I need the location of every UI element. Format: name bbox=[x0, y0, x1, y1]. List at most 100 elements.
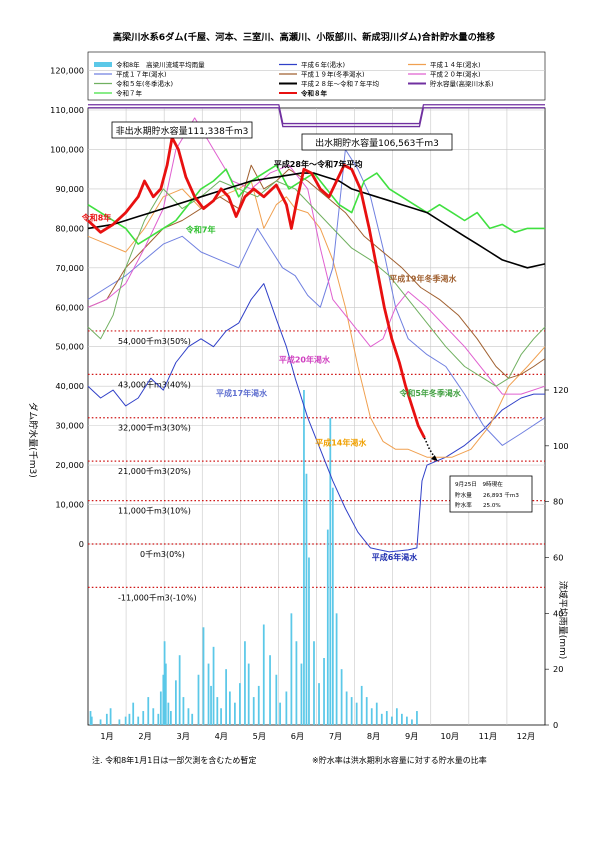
rain-bar bbox=[244, 641, 246, 725]
rain-bar bbox=[178, 655, 181, 725]
rain-bar bbox=[147, 697, 150, 725]
series-label: 令和8年 bbox=[81, 212, 112, 222]
y2-tick-label: 20 bbox=[553, 664, 563, 674]
rain-bar bbox=[142, 711, 145, 725]
rain-bar bbox=[228, 691, 231, 725]
legend-label: 令和５年(冬季渇水) bbox=[116, 79, 173, 88]
reference-lines: 54,000千m3(50%) 43,000千m3(40%) 32,000千m3(30… bbox=[88, 330, 545, 602]
projection-line bbox=[423, 437, 437, 460]
month-label: 12月 bbox=[517, 731, 536, 741]
legend-label: 平成２０年(渇水) bbox=[430, 70, 481, 79]
rain-bar bbox=[308, 557, 310, 725]
series-line bbox=[87, 283, 545, 553]
series-label: 令和5年冬季渇水 bbox=[398, 388, 462, 398]
rain-bar bbox=[99, 719, 102, 725]
series-line bbox=[87, 117, 546, 395]
chart-title: 高梁川水系6ダム(千屋、河本、三室川、高瀬川、小阪部川、新成羽川ダム)合計貯水量… bbox=[113, 31, 496, 43]
y-tick-label: 70,000 bbox=[55, 263, 84, 273]
y-tick-label: 40,000 bbox=[55, 381, 84, 391]
projection-arrow bbox=[430, 455, 438, 462]
rain-bar bbox=[90, 716, 93, 725]
ref-line-label: 11,000千m3(10%) bbox=[118, 506, 191, 516]
rain-bar bbox=[162, 674, 165, 725]
month-label: 1月 bbox=[100, 731, 113, 741]
y2-tick-label: 100 bbox=[553, 441, 569, 451]
y-tick-label: 100,000 bbox=[50, 144, 84, 154]
rain-bar bbox=[202, 627, 205, 725]
y2-tick-label: 120 bbox=[553, 385, 569, 395]
y-tick-label: 120,000 bbox=[50, 66, 84, 76]
series-label: 平成20年渇水 bbox=[279, 355, 331, 365]
rain-bar bbox=[375, 702, 378, 725]
legend-label: 平成１７年(渇水) bbox=[116, 70, 167, 79]
rain-bar bbox=[128, 713, 131, 725]
ref-line-label: 21,000千m3(20%) bbox=[118, 466, 191, 476]
rain-bar bbox=[345, 691, 348, 725]
month-label: 8月 bbox=[367, 731, 380, 741]
rain-bar bbox=[331, 487, 334, 725]
rain-bar bbox=[395, 708, 398, 725]
legend-label: 平成１９年(冬季渇水) bbox=[301, 70, 365, 79]
month-label: 7月 bbox=[329, 731, 342, 741]
y-tick-label: 90,000 bbox=[55, 184, 84, 194]
rain-bar bbox=[159, 691, 162, 725]
rain-bar bbox=[239, 683, 241, 725]
month-label: 10月 bbox=[440, 731, 459, 741]
y-tick-label: 80,000 bbox=[55, 223, 84, 233]
rain-bar bbox=[197, 674, 200, 725]
month-label: 6月 bbox=[291, 731, 304, 741]
y2-tick-label: 80 bbox=[553, 497, 563, 507]
rain-bar bbox=[157, 713, 160, 725]
rain-bar bbox=[210, 685, 212, 725]
y-tick-label: 20,000 bbox=[55, 460, 84, 470]
y-tick-label: 10,000 bbox=[55, 500, 84, 510]
series-line bbox=[87, 164, 546, 379]
capacity-box-flood-label: 出水期貯水容量106,563千m3 bbox=[315, 137, 439, 149]
rain-bar bbox=[175, 680, 177, 725]
rain-bar bbox=[305, 473, 308, 725]
rain-bar bbox=[380, 713, 383, 725]
month-label: 9月 bbox=[405, 731, 418, 741]
legend-label: 令和８年 bbox=[300, 89, 328, 98]
rain-bar bbox=[252, 697, 255, 725]
note-right: ※貯水率は洪水期利水容量に対する貯水量の比率 bbox=[312, 755, 487, 765]
series-label: 平成6年渇水 bbox=[372, 552, 419, 562]
annotation-line-2: 貯水量 26,893 千m3 bbox=[455, 491, 519, 499]
axes: 120,000 110,000 100,000 90,000 80,000 70,000 6… bbox=[50, 66, 569, 741]
series-label: 平成28年～令和7年平均 bbox=[274, 159, 363, 169]
legend-label: 貯水容量(高梁川水系) bbox=[430, 79, 494, 88]
rain-bar bbox=[216, 697, 219, 725]
series-label: 平成19年冬季渇水 bbox=[389, 274, 457, 284]
rain-bar bbox=[132, 702, 135, 725]
rain-bar bbox=[89, 711, 92, 725]
capacity-box-nonflood: 非出水期貯水容量111,338千m3 bbox=[111, 121, 253, 139]
rain-bar bbox=[300, 663, 303, 725]
rain-bar bbox=[360, 685, 363, 725]
legend-label: 令和8年 高梁川流域平均雨量 bbox=[116, 60, 205, 69]
month-label: 2月 bbox=[138, 731, 151, 741]
rain-bar bbox=[164, 663, 167, 725]
rain-bar bbox=[326, 529, 329, 725]
series-line bbox=[87, 180, 546, 387]
legend-frame bbox=[87, 51, 546, 101]
legend-label: 平成２８年～令和７年平均 bbox=[301, 79, 380, 88]
rain-bar bbox=[137, 716, 140, 725]
y-axis-label: ダム貯水量(千m3) bbox=[27, 402, 39, 478]
rain-bar bbox=[355, 702, 358, 725]
rain-bar bbox=[313, 641, 315, 725]
capacity-box-flood: 出水期貯水容量106,563千m3 bbox=[301, 133, 453, 151]
ref-line-label: 54,000千m3(50%) bbox=[118, 336, 191, 346]
rain-bar bbox=[234, 702, 236, 725]
rain-bar bbox=[318, 683, 320, 725]
rain-bar bbox=[335, 613, 338, 725]
ref-line-label: -11,000千m3(-10%) bbox=[118, 592, 197, 602]
rain-bar bbox=[262, 624, 265, 725]
month-label: 4月 bbox=[215, 731, 228, 741]
rain-bar bbox=[295, 641, 298, 725]
y2-tick-label: 60 bbox=[553, 553, 563, 563]
rain-bar bbox=[411, 719, 413, 725]
capacity-box-nonflood-label: 非出水期貯水容量111,338千m3 bbox=[116, 125, 249, 137]
ref-line-label: 43,000千m3(40%) bbox=[118, 379, 191, 389]
